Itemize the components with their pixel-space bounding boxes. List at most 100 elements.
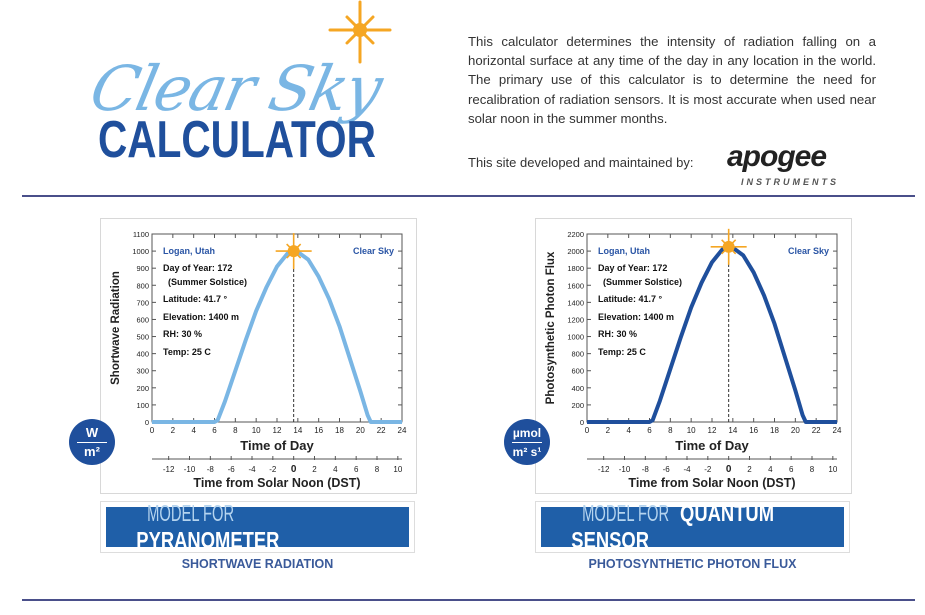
model-quantum-sensor-button[interactable]: MODEL FOR QUANTUM SENSOR: [541, 500, 844, 553]
data-point: [802, 414, 804, 416]
x-tick-label: 6: [212, 426, 217, 435]
data-point: [753, 271, 755, 273]
y-tick-label: 0: [145, 418, 149, 427]
intro-paragraph: This calculator determines the intensity…: [468, 34, 876, 126]
data-point: [763, 295, 765, 297]
x2-tick-label: -12: [163, 465, 175, 474]
x-axis-label: Time of Day: [675, 438, 749, 453]
data-point: [367, 414, 369, 416]
model-pyranometer-button[interactable]: MODEL FOR PYRANOMETER: [106, 500, 409, 553]
x2-tick-label: -6: [663, 465, 671, 474]
x-tick-label: 10: [252, 426, 261, 435]
x-tick-label: 16: [314, 426, 323, 435]
data-point: [774, 323, 775, 325]
x-tick-label: 16: [749, 426, 758, 435]
site-parameter: Elevation: 1400 m: [163, 312, 239, 322]
data-point: [836, 421, 838, 423]
x-axis-label: Time of Day: [240, 438, 314, 453]
data-point: [349, 358, 351, 360]
x-tick-label: 20: [356, 426, 365, 435]
y-tick-label: 400: [571, 384, 584, 393]
site-parameter: Day of Year: 172: [598, 263, 667, 273]
caption-ppf: PHOTOSYNTHETIC PHOTON FLUX: [588, 557, 797, 571]
data-point: [652, 419, 654, 421]
data-point: [339, 325, 340, 327]
data-point: [805, 421, 807, 423]
data-point: [680, 336, 682, 338]
x2-tick-label: -4: [248, 465, 256, 474]
x-tick-label: 14: [293, 426, 302, 435]
x-tick-label: 22: [812, 426, 821, 435]
chart-card-shortwave: 0 100 200 300 400 500 600 700 800 900 1000 1100 0 2 4 6…: [100, 218, 417, 494]
data-point: [794, 389, 796, 391]
y-tick-label: 700: [136, 298, 149, 307]
y-tick-label: 1000: [132, 247, 149, 256]
divider: [22, 195, 915, 197]
y-tick-label: 800: [136, 281, 149, 290]
sky-label: Clear Sky: [353, 246, 394, 256]
x-tick-label: 0: [585, 426, 590, 435]
x2-tick-label: 2: [747, 465, 752, 474]
location-label: Logan, Utah: [598, 246, 650, 256]
sky-label: Clear Sky: [788, 246, 829, 256]
x2-tick-label: 6: [789, 465, 794, 474]
star-icon: [328, 0, 392, 64]
data-point: [742, 254, 744, 256]
button-name: QUANTUM SENSOR: [571, 500, 775, 553]
x-tick-label: 4: [191, 426, 196, 435]
x-tick-label: 8: [668, 426, 673, 435]
site-parameter: Elevation: 1400 m: [598, 312, 674, 322]
x-tick-label: 10: [687, 426, 696, 435]
unit-bottom: m²: [84, 443, 100, 459]
y-axis-label: Photosynthetic Photon Flux: [545, 251, 557, 404]
divider-bottom: [22, 599, 915, 601]
y-axis-label: Shortwave Radiation: [110, 271, 122, 385]
sun-core: [722, 240, 735, 253]
x2-axis-label: Time from Solar Noon (DST): [193, 476, 360, 490]
x2-tick-label: 8: [810, 465, 815, 474]
x-tick-label: 2: [171, 426, 176, 435]
y-tick-label: 200: [136, 384, 149, 393]
developer-label: This site developed and maintained by:: [468, 155, 694, 170]
y-tick-label: 600: [136, 315, 149, 324]
data-point: [286, 253, 288, 255]
x-tick-label: 6: [647, 426, 652, 435]
data-point: [401, 421, 403, 423]
quantum-button-frame: MODEL FOR QUANTUM SENSOR: [535, 500, 850, 553]
pyranometer-button-frame: MODEL FOR PYRANOMETER: [100, 500, 415, 553]
site-parameter: Day of Year: 172: [163, 263, 232, 273]
x2-tick-label: 0: [291, 464, 297, 475]
x2-tick-label: -2: [269, 465, 277, 474]
data-point: [701, 282, 703, 284]
data-point: [151, 421, 153, 423]
data-point: [359, 390, 361, 392]
site-parameter: (Summer Solstice): [168, 277, 247, 287]
x-tick-label: 0: [150, 426, 155, 435]
apogee-logo[interactable]: apogee: [727, 140, 827, 173]
chart-card-ppf: 0 200 400 600 800 1000 1200 1400 1600 1800 2000 220…: [535, 218, 852, 494]
data-point: [659, 400, 661, 402]
data-point: [669, 368, 671, 370]
data-point: [649, 421, 650, 423]
x-tick-label: 2: [606, 426, 611, 435]
x2-tick-label: -12: [598, 465, 610, 474]
y-tick-label: 500: [136, 333, 149, 342]
x2-tick-label: -10: [184, 465, 196, 474]
x-tick-label: 18: [335, 426, 344, 435]
y-tick-label: 0: [580, 418, 584, 427]
data-point: [255, 310, 257, 312]
site-parameter: RH: 30 %: [598, 329, 637, 339]
data-point: [276, 265, 278, 267]
data-point: [711, 261, 713, 263]
data-point: [370, 421, 372, 423]
y-tick-label: 200: [571, 401, 584, 410]
y-tick-label: 900: [136, 264, 149, 273]
data-point: [214, 421, 215, 423]
x2-tick-label: -8: [642, 465, 650, 474]
logo-main-text: CALCULATOR: [98, 111, 376, 169]
site-parameter: Temp: 25 C: [163, 347, 211, 357]
data-point: [266, 286, 268, 288]
data-point: [586, 421, 588, 423]
